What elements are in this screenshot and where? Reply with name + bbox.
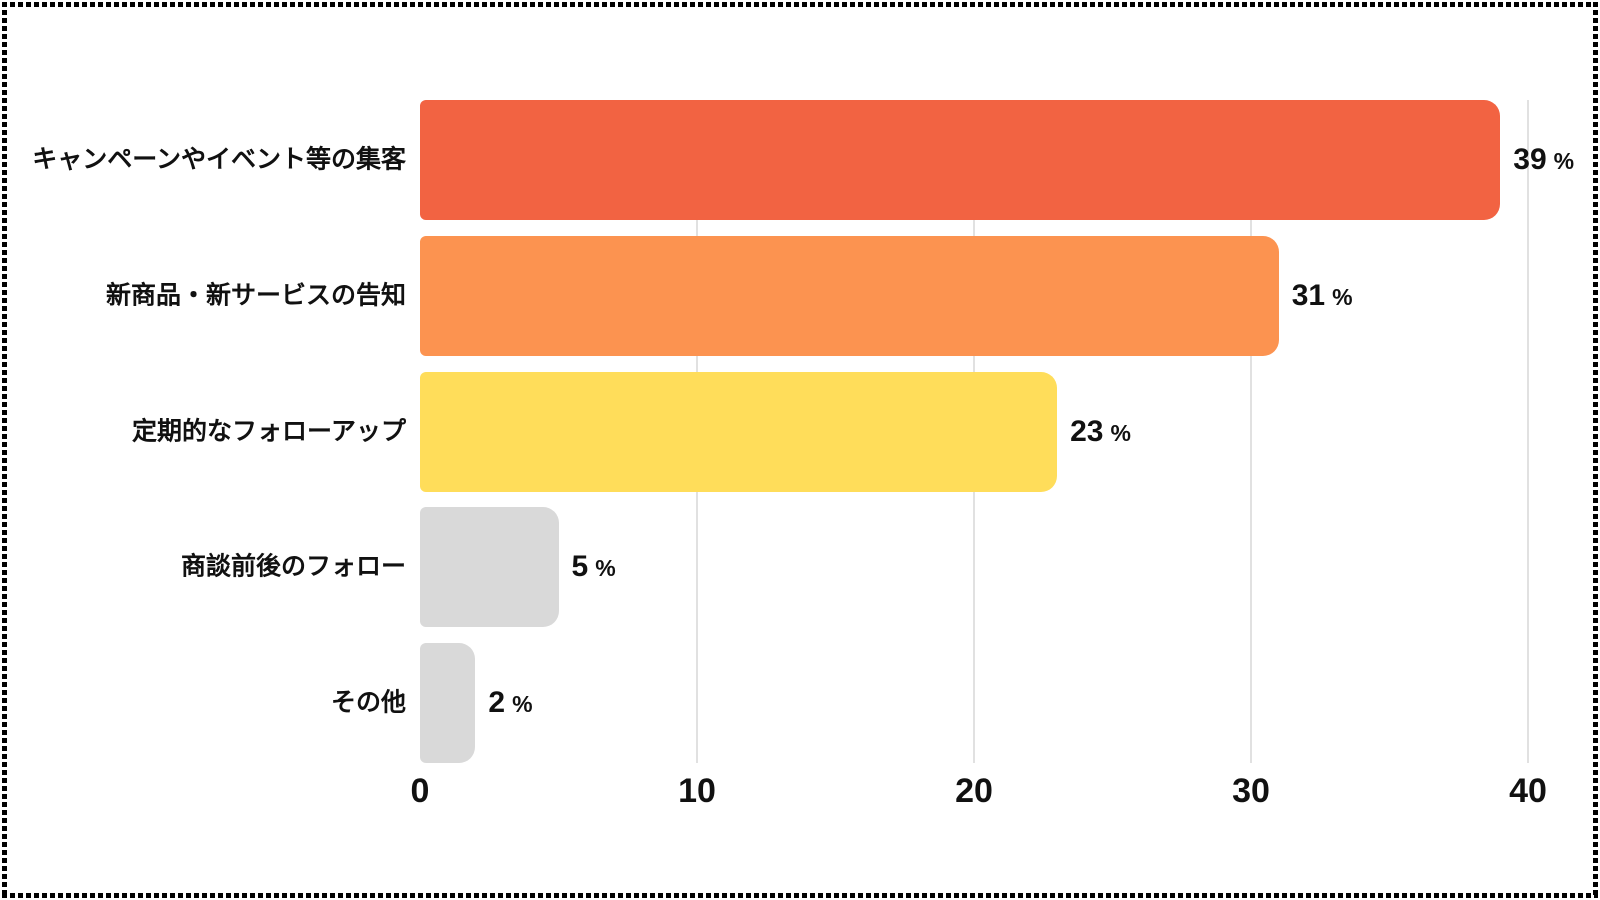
value-number: 39: [1513, 143, 1547, 176]
gridline: [1250, 100, 1252, 763]
percent-sign: %: [1332, 283, 1353, 310]
percent-sign: %: [1110, 419, 1131, 446]
x-tick-label: 40: [1509, 772, 1547, 810]
value-label: 2%: [488, 686, 532, 720]
value-label: 23%: [1070, 415, 1131, 449]
value-label: 39%: [1513, 143, 1574, 177]
value-label: 31%: [1292, 279, 1353, 313]
bar: [420, 100, 1501, 220]
x-tick-label: 20: [955, 772, 993, 810]
category-label: その他: [330, 688, 406, 717]
category-label: 商談前後のフォロー: [180, 552, 406, 581]
value-number: 2: [488, 686, 506, 719]
gridline: [1527, 100, 1529, 763]
x-tick-label: 10: [678, 772, 716, 810]
dotted-border-left: [2, 2, 7, 898]
x-tick-label: 30: [1232, 772, 1270, 810]
value-number: 23: [1070, 414, 1104, 448]
category-label: キャンペーンやイベント等の集客: [32, 145, 406, 174]
x-tick-label: 0: [410, 772, 430, 810]
dotted-border-bottom: [2, 893, 1598, 898]
percent-sign: %: [512, 691, 533, 717]
bar: [420, 235, 1279, 356]
category-label: 定期的なフォローアップ: [131, 416, 406, 445]
bar: [420, 507, 559, 628]
dotted-border-top: [2, 2, 1598, 7]
category-label: 新商品・新サービスの告知: [105, 281, 406, 310]
bar: [420, 643, 476, 763]
bar: [420, 371, 1058, 492]
value-label: 5%: [572, 550, 616, 584]
percent-sign: %: [595, 555, 616, 582]
percent-sign: %: [1553, 148, 1575, 174]
value-number: 5: [571, 550, 589, 584]
dotted-border-right: [1593, 2, 1598, 898]
value-number: 31: [1291, 278, 1326, 312]
